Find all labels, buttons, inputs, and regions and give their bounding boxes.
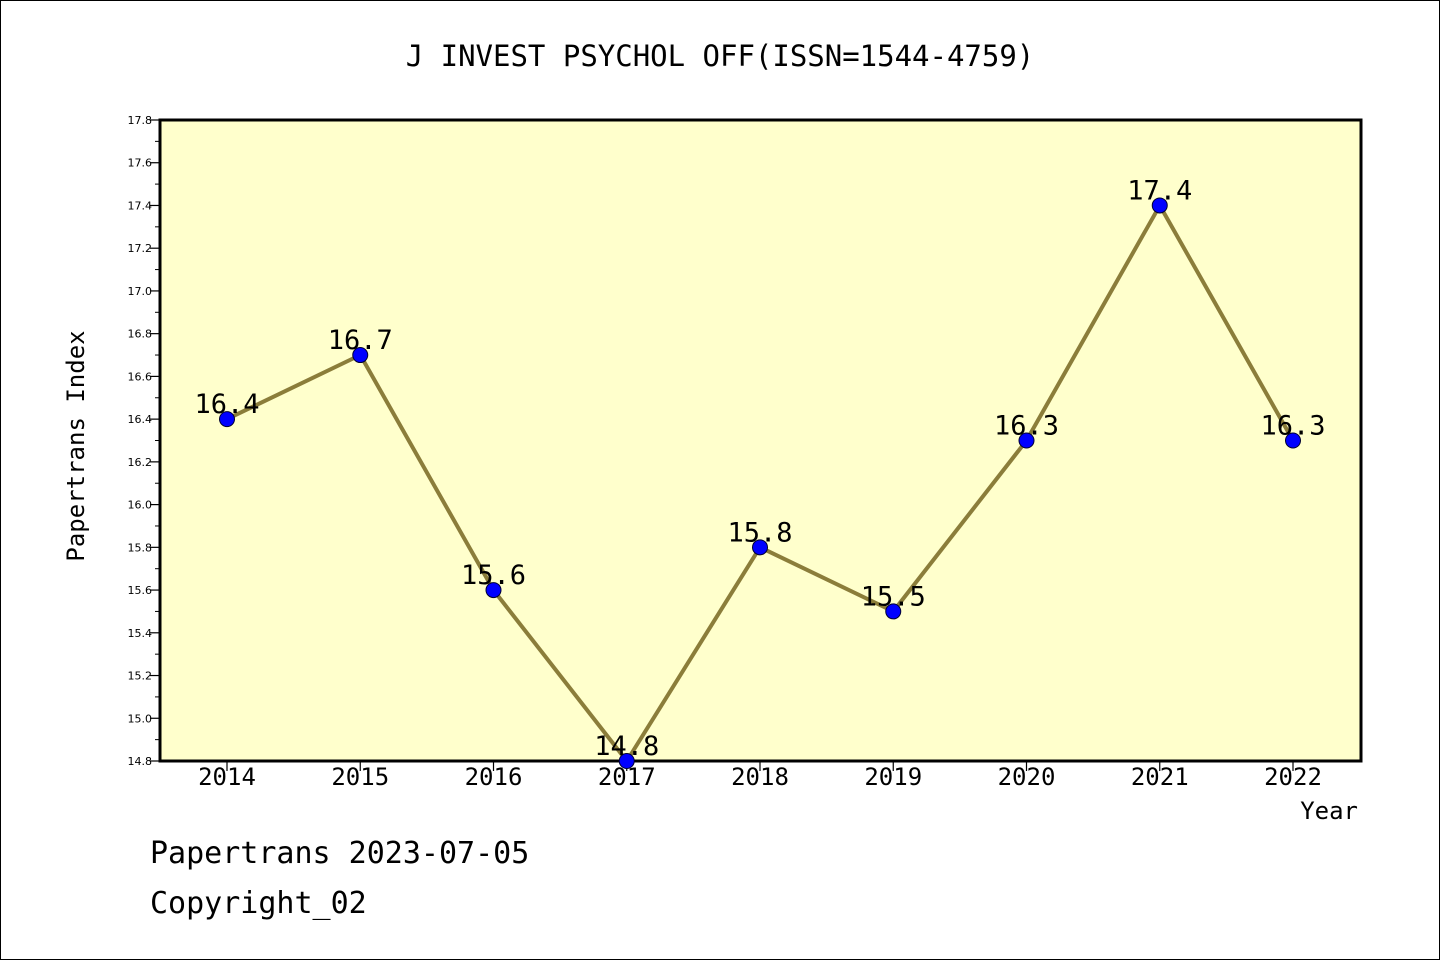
- y-tick-label: 14.8: [128, 755, 153, 768]
- y-tick-label: 16.2: [128, 456, 153, 469]
- y-tick-label: 16.8: [128, 328, 153, 341]
- x-axis-label: Year: [1300, 797, 1358, 825]
- data-point: [618, 753, 635, 769]
- y-tick-label: 15.2: [128, 670, 153, 683]
- y-tick-label: 15.6: [128, 584, 153, 597]
- data-label: 14.8: [594, 731, 659, 762]
- data-label: 16.4: [194, 389, 259, 420]
- y-tick-label: 17.0: [128, 285, 153, 298]
- data-labels: 16.4 16.7 15.6 14.8 15.8 15.5 16.3 17.4 16.3: [194, 175, 1325, 762]
- y-tick-label: 15.0: [128, 712, 153, 725]
- y-tick-label: 16.4: [128, 413, 153, 426]
- footer-copyright: Copyright_02: [150, 886, 367, 921]
- data-point: [352, 347, 369, 364]
- y-tick-label: 15.4: [128, 627, 153, 640]
- data-label: 16.3: [1260, 411, 1325, 442]
- x-tick-label: 2022: [1264, 763, 1322, 791]
- y-tick-label: 17.2: [128, 242, 153, 255]
- x-tick-label: 2020: [998, 763, 1056, 791]
- y-axis-label: Papertrans Index: [62, 330, 90, 561]
- x-axis: 2014 2015 2016 2017 2018 2019 2020 2021 2022: [198, 761, 1322, 791]
- footer-date: Papertrans 2023-07-05: [150, 836, 530, 871]
- y-tick-label: 16.0: [128, 499, 153, 512]
- x-tick-label: 2019: [864, 763, 922, 791]
- y-tick-label: 17.8: [128, 114, 153, 127]
- x-tick-label: 2014: [198, 763, 256, 791]
- data-point: [1018, 432, 1035, 449]
- data-point: [1285, 432, 1301, 449]
- chart-title: J INVEST PSYCHOL OFF(ISSN=1544-4759): [406, 39, 1035, 73]
- x-tick-label: 2021: [1131, 763, 1189, 791]
- y-axis: 14.8 15.0 15.2 15.4 15.6 15.8 16.0 16.2 16.4 16.6…: [128, 114, 160, 768]
- x-tick-label: 2016: [465, 763, 523, 791]
- data-label: 15.6: [461, 560, 526, 591]
- data-point: [1151, 197, 1168, 214]
- data-point: [885, 603, 902, 620]
- y-tick-label: 17.6: [128, 157, 153, 170]
- plot-area: [158, 118, 1363, 763]
- data-point: [752, 539, 768, 556]
- data-label: 15.8: [727, 517, 792, 548]
- x-tick-label: 2018: [731, 763, 789, 791]
- data-label: 15.5: [861, 581, 926, 612]
- data-point: [219, 411, 235, 428]
- x-tick-label: 2015: [331, 763, 389, 791]
- y-tick-label: 17.4: [128, 199, 153, 212]
- data-markers: [219, 197, 1301, 769]
- data-label: 16.3: [994, 411, 1059, 442]
- data-label: 17.4: [1127, 175, 1192, 206]
- data-label: 16.7: [328, 325, 393, 356]
- data-point: [485, 582, 502, 599]
- y-tick-label: 16.6: [128, 370, 153, 383]
- y-tick-label: 15.8: [128, 541, 153, 554]
